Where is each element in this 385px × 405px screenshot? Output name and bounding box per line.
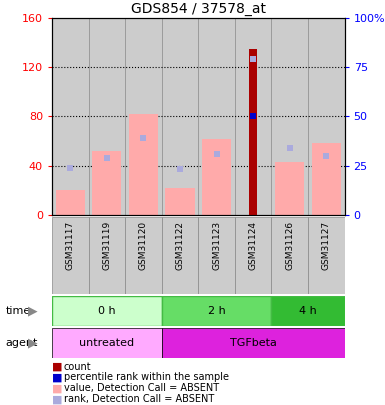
- Text: GSM31124: GSM31124: [249, 220, 258, 269]
- Bar: [162, 296, 271, 326]
- Text: GSM31123: GSM31123: [212, 220, 221, 270]
- Text: time: time: [6, 306, 31, 316]
- Text: GSM31119: GSM31119: [102, 220, 111, 270]
- Text: GSM31127: GSM31127: [322, 220, 331, 270]
- Bar: [275, 162, 304, 215]
- Text: percentile rank within the sample: percentile rank within the sample: [64, 373, 229, 382]
- Bar: [308, 18, 345, 215]
- Bar: [162, 328, 345, 358]
- Text: ■: ■: [52, 384, 62, 393]
- Bar: [89, 217, 125, 294]
- Bar: [52, 328, 162, 358]
- Text: TGFbeta: TGFbeta: [230, 338, 276, 348]
- Bar: [271, 217, 308, 294]
- Bar: [162, 18, 198, 215]
- Text: GSM31120: GSM31120: [139, 220, 148, 270]
- Bar: [125, 217, 162, 294]
- Bar: [52, 217, 89, 294]
- Text: untreated: untreated: [79, 338, 134, 348]
- Text: rank, Detection Call = ABSENT: rank, Detection Call = ABSENT: [64, 394, 214, 404]
- Text: ■: ■: [52, 394, 62, 404]
- Bar: [92, 151, 121, 215]
- Bar: [56, 190, 85, 215]
- Bar: [162, 217, 198, 294]
- Text: value, Detection Call = ABSENT: value, Detection Call = ABSENT: [64, 384, 219, 393]
- Bar: [129, 114, 158, 215]
- Text: ▶: ▶: [28, 304, 38, 318]
- Bar: [235, 217, 271, 294]
- Bar: [235, 18, 271, 215]
- Text: ■: ■: [52, 362, 62, 371]
- Bar: [271, 18, 308, 215]
- Bar: [311, 143, 341, 215]
- Text: GSM31117: GSM31117: [66, 220, 75, 270]
- Text: ▶: ▶: [28, 337, 38, 350]
- Text: 4 h: 4 h: [299, 306, 317, 316]
- Bar: [249, 49, 257, 215]
- Text: 0 h: 0 h: [98, 306, 116, 316]
- Text: ■: ■: [52, 373, 62, 382]
- Bar: [202, 139, 231, 215]
- Bar: [89, 18, 125, 215]
- Title: GDS854 / 37578_at: GDS854 / 37578_at: [131, 2, 266, 16]
- Text: GSM31122: GSM31122: [176, 220, 184, 269]
- Bar: [52, 296, 162, 326]
- Bar: [52, 18, 89, 215]
- Text: agent: agent: [6, 338, 38, 348]
- Bar: [125, 18, 162, 215]
- Text: count: count: [64, 362, 91, 371]
- Bar: [271, 296, 345, 326]
- Text: GSM31126: GSM31126: [285, 220, 294, 270]
- Bar: [198, 18, 235, 215]
- Text: 2 h: 2 h: [208, 306, 226, 316]
- Bar: [308, 217, 345, 294]
- Bar: [198, 217, 235, 294]
- Bar: [166, 188, 195, 215]
